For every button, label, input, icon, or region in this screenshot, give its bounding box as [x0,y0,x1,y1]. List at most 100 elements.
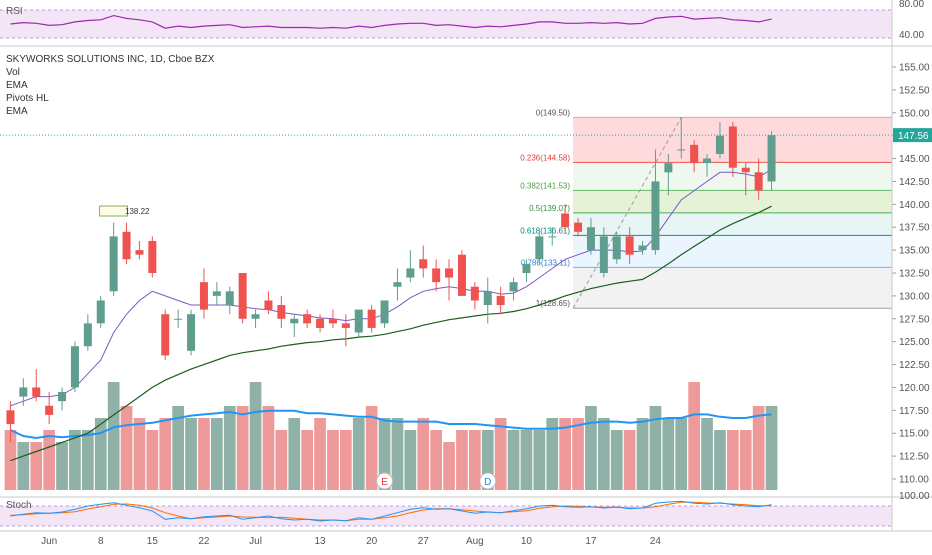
volume-bar [765,406,778,490]
time-axis[interactable]: Jun 8 15 22 Jul 13 20 27 Aug 10 17 24 [41,536,661,547]
volume-bar [352,418,365,490]
time-axis-label: 8 [98,536,104,547]
candle-body [586,227,595,251]
legend: SKYWORKS SOLUTIONS INC, 1D, Cboe BZX Vol… [6,54,215,117]
volume-bar [236,406,249,490]
fib-level-label: 0.236(144.58) [520,153,570,162]
rsi-tick-80: 80.00 [899,0,924,10]
candle-body [535,236,544,260]
price-axis[interactable]: 155.00152.50150.00147.50145.00142.50140.… [892,63,930,486]
volume-bars [4,382,778,490]
pivot-label: 138.22 [99,205,150,217]
volume-bar [469,430,481,490]
volume-bar [275,430,288,490]
volume-bar [649,406,662,490]
price-pane[interactable]: 0(149.50) 0.236(144.58) 0.382(141.53) 0.5(1… [0,54,932,490]
price-axis-label: 130.00 [899,291,930,302]
volume-bar [675,418,688,490]
rsi-tick-40: 40.00 [899,30,924,41]
event-marker-text: E [381,477,388,488]
candle-body [187,314,196,351]
fib-level-label: 0(149.50) [536,108,571,117]
fib-retracement[interactable]: 0(149.50) 0.236(144.58) 0.382(141.53) 0.5(1… [520,108,892,309]
rsi-pane[interactable]: RSI 80.00 40.00 [0,0,924,41]
volume-bar [636,418,649,490]
candle-body [341,323,350,328]
candle-body [599,236,608,273]
rsi-line [10,14,772,29]
volume-bar [288,418,301,490]
rsi-label: RSI [6,6,23,17]
time-axis-label: 13 [314,536,326,547]
candle-body [664,163,673,173]
candle-body [161,314,170,356]
volume-bar [727,430,739,490]
price-axis-label: 132.50 [899,269,930,280]
volume-bar [198,418,210,490]
candle-body [174,318,183,320]
candle-body [32,387,41,397]
candle-body [522,263,531,273]
candle-body [393,282,402,287]
volume-bar [404,430,417,490]
fib-level-label: 0.382(141.53) [520,181,570,190]
fib-level-label: 0.618(136.61) [520,226,570,235]
volume-bar [559,418,571,490]
stoch-d-line [10,501,772,522]
event-marker-circle [479,472,497,490]
candle-body [625,236,634,255]
candle-body [651,181,660,251]
candle-body [483,291,492,306]
candle-body [19,387,28,397]
candle-body [354,309,363,333]
volume-bar [327,430,339,490]
legend-ema: EMA [6,80,28,91]
candle-body [70,346,79,388]
last-price-tag-box [893,128,932,143]
candle-body [767,135,776,182]
volume-bar [417,418,430,490]
candle-body [303,314,312,324]
candle-body [251,314,260,319]
price-axis-label: 122.50 [899,360,930,371]
stoch-band [0,506,892,526]
pivot-label-text: 138.22 [125,207,150,216]
volume-bar [301,430,313,490]
candle-body [574,222,583,232]
fib-zone [573,190,892,213]
stoch-pane[interactable]: Stoch 100.00 [0,491,930,527]
candle-body [367,309,376,328]
fib-level-label: 0.5(139.07) [529,204,570,213]
candlesticks [6,117,776,443]
price-axis-label: 115.00 [899,429,929,440]
last-price-tag-text: 147.56 [898,131,929,142]
volume-bar [430,430,442,490]
volume-bar [701,418,713,490]
volume-bar [43,430,55,490]
candle-body [457,254,466,296]
volume-bar [520,430,533,490]
price-axis-label: 137.50 [899,223,930,234]
volume-bar [146,430,159,490]
price-axis-label: 127.50 [899,314,930,325]
event-marker-circle [376,472,394,490]
price-axis-label: 155.00 [899,63,930,74]
legend-vol: Vol [6,67,20,78]
candle-body [58,392,67,402]
candle-body [432,268,441,283]
price-axis-label: 112.50 [899,452,929,463]
volume-bar [494,418,507,490]
price-axis-label: 140.00 [899,200,930,211]
candle-body [612,236,621,260]
time-axis-label: Aug [466,536,484,547]
price-axis-label: 110.00 [899,475,929,486]
volume-bar [185,418,197,490]
volume-ma-line [9,409,772,440]
time-axis-label: 10 [521,536,533,547]
volume-bar [172,406,184,490]
stoch-tick-100: 100.00 [899,491,930,502]
pivot-label-box [99,205,129,217]
volume-bar [391,418,404,490]
fib-zone [573,235,892,268]
